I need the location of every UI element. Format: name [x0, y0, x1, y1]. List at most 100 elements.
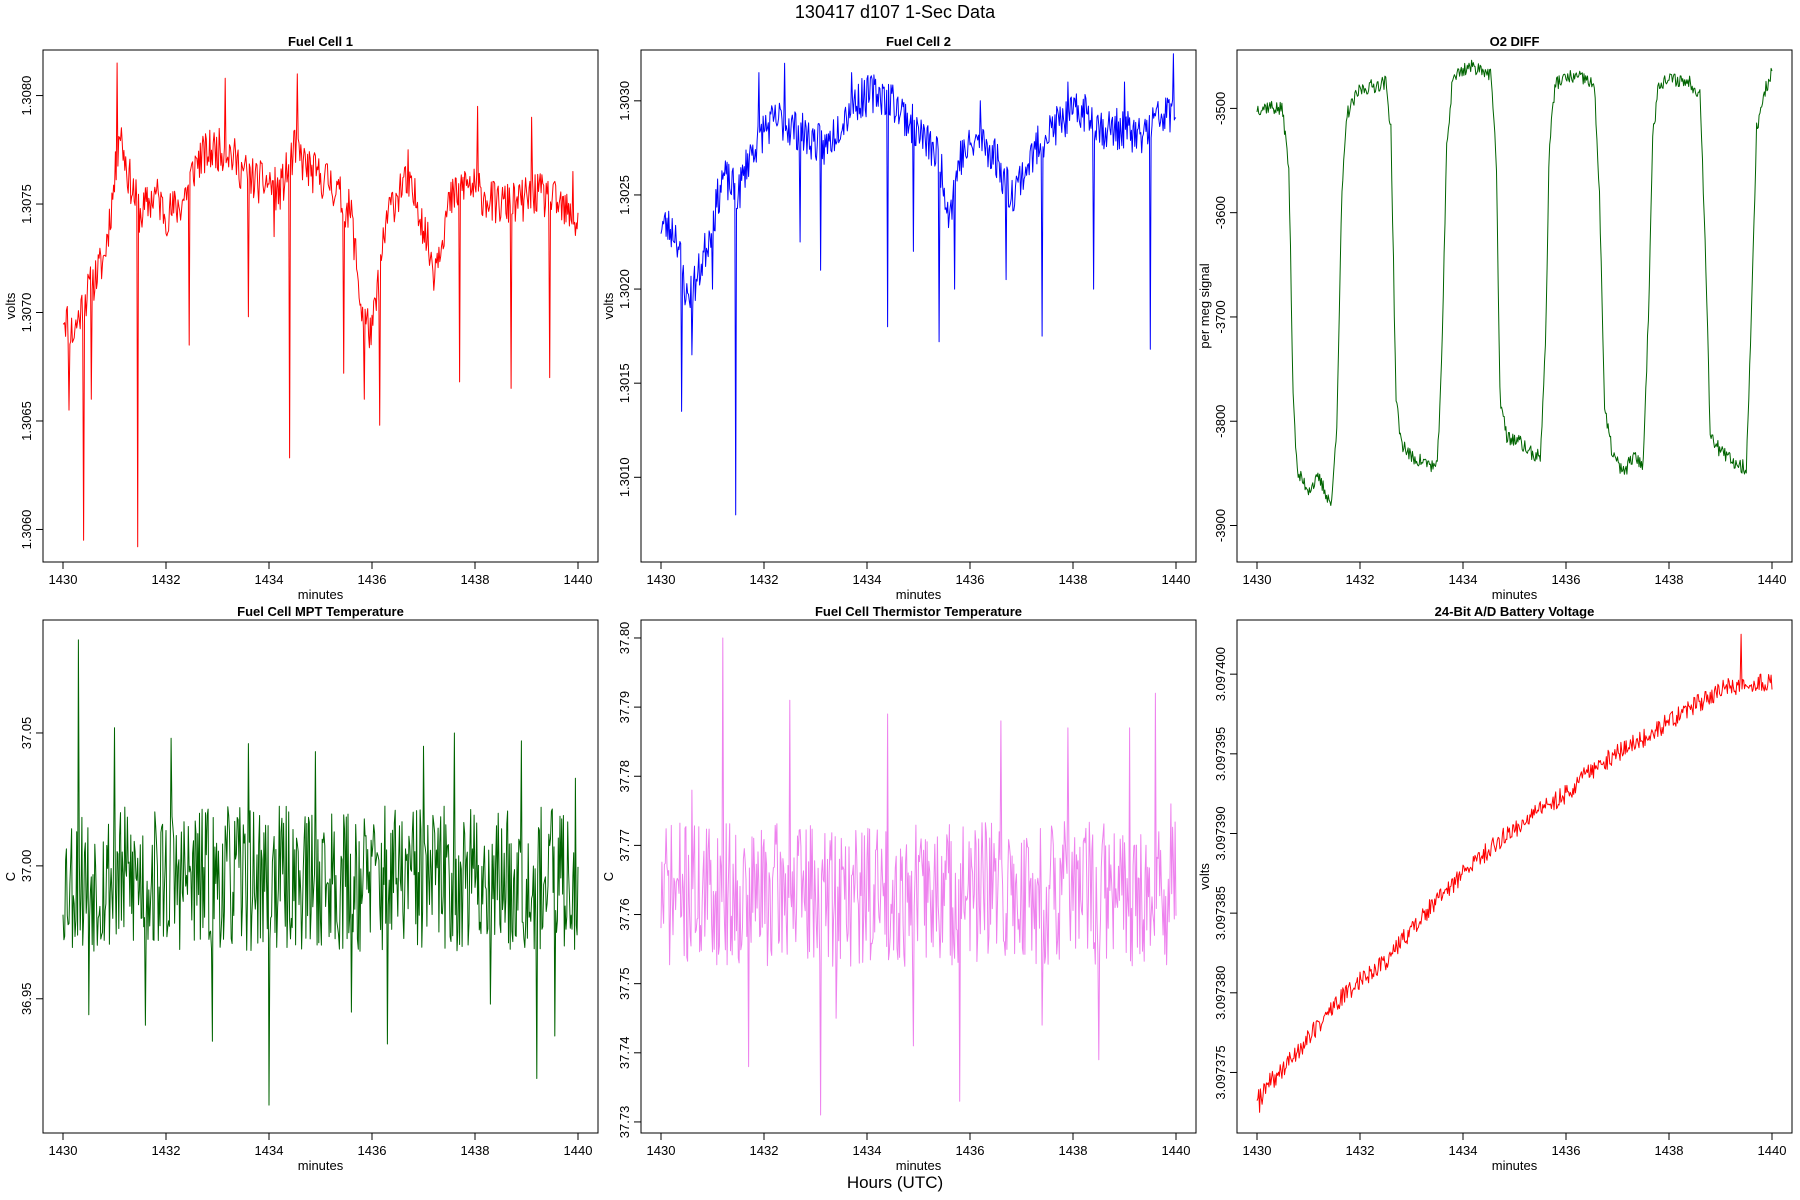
x-tick-label: 1434	[255, 1143, 284, 1158]
x-tick-label: 1432	[1346, 1143, 1375, 1158]
y-tick-label: 37.79	[617, 691, 632, 724]
panel-title: O2 DIFF	[1490, 34, 1540, 49]
y-axis-label: per meg signal	[1197, 263, 1212, 348]
y-tick-label: 37.77	[617, 829, 632, 862]
x-axis-label: minutes	[298, 587, 344, 602]
plot-frame	[42, 619, 599, 1134]
x-tick-label: 1432	[152, 1143, 181, 1158]
x-tick-label: 1432	[1346, 572, 1375, 587]
x-tick-label: 1436	[956, 1143, 985, 1158]
x-tick-label: 1438	[1655, 572, 1684, 587]
x-tick-label: 1438	[1655, 1143, 1684, 1158]
panel-fc1: Fuel Cell 1 1430 1432 1434 1436 1438 1440 minut…	[3, 34, 599, 602]
panel-fc2: Fuel Cell 2 1430 1432 1434 1436 1438 1440 minut…	[601, 34, 1197, 602]
plot-frame	[42, 49, 599, 563]
y-tick-label: 1.3030	[617, 81, 632, 121]
y-tick-label: 1.3020	[617, 269, 632, 309]
x-tick-label: 1440	[1758, 572, 1787, 587]
y-tick-label: 3.097390	[1213, 806, 1228, 860]
y-tick-label: 1.3070	[19, 293, 34, 333]
panel-therm: Fuel Cell Thermistor Temperature 1430 1432…	[601, 604, 1197, 1173]
x-tick-label: 1438	[461, 1143, 490, 1158]
plot-frame	[1236, 49, 1793, 563]
y-tick-label: 37.73	[617, 1106, 632, 1139]
x-tick-label: 1434	[853, 572, 882, 587]
y-tick-label: 37.74	[617, 1037, 632, 1070]
x-tick-label: 1438	[461, 572, 490, 587]
series-line-batt	[1256, 633, 1773, 1113]
x-tick-label: 1430	[1243, 572, 1272, 587]
panel-title: 24-Bit A/D Battery Voltage	[1435, 604, 1595, 619]
series-line-mpt	[62, 639, 579, 1106]
panel-title: Fuel Cell 1	[288, 34, 353, 49]
x-tick-label: 1430	[1243, 1143, 1272, 1158]
y-tick-label: 1.3015	[617, 363, 632, 403]
series-line-o2	[1256, 59, 1773, 506]
y-tick-label: 36.95	[19, 982, 34, 1015]
y-tick-label: -3900	[1213, 509, 1228, 542]
x-axis-label: minutes	[1492, 1158, 1538, 1173]
figure-title: 130417 d107 1-Sec Data	[795, 2, 996, 22]
series-line-fc1	[62, 62, 579, 548]
y-tick-label: 3.097375	[1213, 1045, 1228, 1099]
x-tick-label: 1430	[647, 572, 676, 587]
plot-frame	[1236, 619, 1793, 1134]
y-axis-label: volts	[1197, 863, 1212, 890]
y-tick-label: -3700	[1213, 300, 1228, 333]
y-tick-label: 1.3075	[19, 184, 34, 224]
panel-title: Fuel Cell Thermistor Temperature	[815, 604, 1022, 619]
y-axis-label: C	[601, 872, 616, 881]
x-tick-label: 1432	[750, 1143, 779, 1158]
x-tick-label: 1440	[1758, 1143, 1787, 1158]
x-tick-label: 1440	[564, 572, 593, 587]
y-tick-label: 1.3025	[617, 175, 632, 215]
y-tick-label: 37.75	[617, 967, 632, 1000]
x-tick-label: 1434	[853, 1143, 882, 1158]
y-tick-label: 1.3060	[19, 510, 34, 550]
x-tick-label: 1436	[358, 572, 387, 587]
y-tick-label: 3.097385	[1213, 886, 1228, 940]
series-line-therm	[660, 637, 1177, 1116]
y-axis-label: volts	[601, 292, 616, 319]
plot-frame	[640, 49, 1197, 563]
y-tick-label: 37.00	[19, 850, 34, 883]
y-tick-label: 3.097380	[1213, 966, 1228, 1020]
y-tick-label: 1.3080	[19, 76, 34, 116]
x-tick-label: 1434	[1449, 1143, 1478, 1158]
y-tick-label: 37.78	[617, 760, 632, 793]
x-axis-label: minutes	[298, 1158, 344, 1173]
y-tick-label: 37.76	[617, 898, 632, 931]
y-axis-label: volts	[3, 292, 18, 319]
panels: Fuel Cell 1 1430 1432 1434 1436 1438 1440 minut…	[3, 34, 1793, 1173]
panel-mpt: Fuel Cell MPT Temperature 1430 1432 1434 143…	[3, 604, 599, 1173]
x-tick-label: 1440	[1162, 1143, 1191, 1158]
x-tick-label: 1434	[255, 572, 284, 587]
x-axis-label: minutes	[896, 587, 942, 602]
x-tick-label: 1430	[647, 1143, 676, 1158]
x-tick-label: 1438	[1059, 572, 1088, 587]
y-tick-label: 1.3065	[19, 401, 34, 441]
y-tick-label: 1.3010	[617, 457, 632, 497]
x-tick-label: 1430	[49, 1143, 78, 1158]
figure-xlabel: Hours (UTC)	[847, 1173, 943, 1192]
x-axis-label: minutes	[1492, 587, 1538, 602]
x-tick-label: 1440	[1162, 572, 1191, 587]
x-tick-label: 1432	[750, 572, 779, 587]
x-tick-label: 1436	[1552, 572, 1581, 587]
x-tick-label: 1432	[152, 572, 181, 587]
x-tick-label: 1430	[49, 572, 78, 587]
y-tick-label: 3.097400	[1213, 647, 1228, 701]
series-line-fc2	[660, 53, 1177, 516]
y-axis-label: C	[3, 872, 18, 881]
y-tick-label: 3.097395	[1213, 727, 1228, 781]
y-tick-label: 37.80	[617, 622, 632, 655]
x-tick-label: 1440	[564, 1143, 593, 1158]
y-tick-label: -3800	[1213, 405, 1228, 438]
y-tick-label: 37.05	[19, 717, 34, 750]
x-axis-label: minutes	[896, 1158, 942, 1173]
plot-frame	[640, 619, 1197, 1134]
x-tick-label: 1436	[1552, 1143, 1581, 1158]
y-tick-label: -3600	[1213, 196, 1228, 229]
panel-o2: O2 DIFF 1430 1432 1434 1436 1438 1440 minutes -3…	[1197, 34, 1793, 602]
